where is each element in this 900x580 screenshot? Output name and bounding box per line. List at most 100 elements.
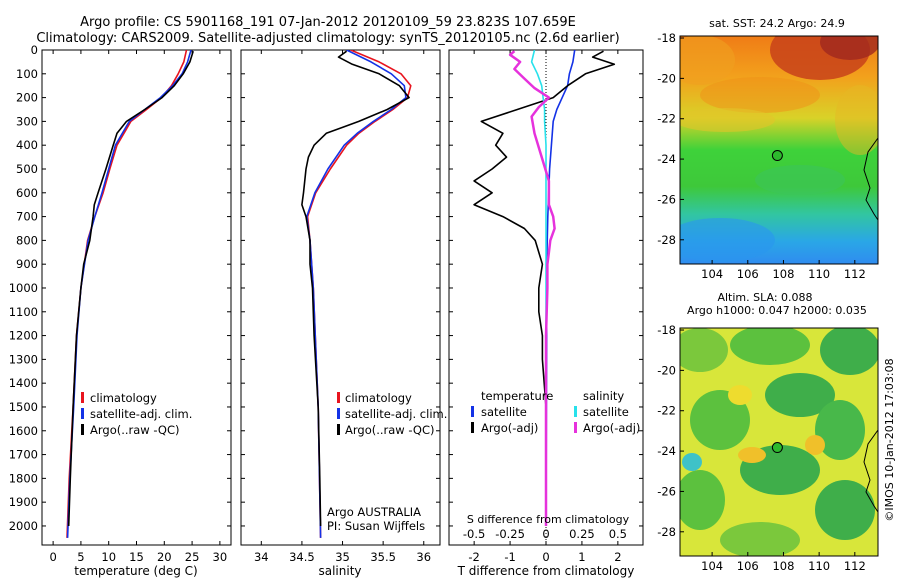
x-tick-label: -1 (504, 550, 515, 564)
y-tick-label: 300 (16, 114, 38, 128)
y-tick-label: 1400 (9, 376, 38, 390)
y-tick-label: 200 (16, 91, 38, 105)
sst-map-title: sat. SST: 24.2 Argo: 24.9 (709, 17, 845, 30)
series-salinity-argo-raw-qc- (301, 50, 410, 527)
x-tick-label: 15 (129, 550, 144, 564)
map-y-tick-label: -20 (657, 71, 676, 85)
map-y-tick-label: -28 (657, 525, 676, 539)
salinity-series-group (301, 50, 412, 538)
y-tick-label: 0 (31, 43, 38, 57)
imos-timestamp: ©IMOS 10-Jan-2012 17:03:08 (883, 358, 896, 521)
y-tick-label: 1900 (9, 495, 38, 509)
x-tick-label: 0 (542, 550, 549, 564)
legend-swatch-satellite (81, 408, 84, 419)
y-tick-label: 1700 (9, 448, 38, 462)
salinity-plot-frame (240, 49, 441, 546)
map-y-tick-label: -24 (657, 152, 676, 166)
t-difference-xlabel: T difference from climatology (457, 564, 635, 578)
map-y-tick-label: -18 (657, 31, 676, 45)
series-difference-salinity-satellite (530, 50, 547, 526)
x-tick-label-top: -0.5 (463, 527, 485, 541)
legend-swatch-satellite (337, 408, 340, 419)
y-tick-label: 600 (16, 186, 38, 200)
map-x-tick-label: 112 (844, 267, 866, 281)
y-tick-label: 800 (16, 233, 38, 247)
float-program-label: Argo AUSTRALIA (327, 505, 421, 519)
map-x-tick-label: 104 (701, 559, 723, 573)
temperature-series-group (66, 50, 194, 538)
x-tick-label: 30 (213, 550, 228, 564)
legend-label-satellite: satellite-adj. clim. (90, 407, 192, 421)
x-tick-label: 35 (335, 550, 350, 564)
map-y-tick-label: -18 (657, 323, 676, 337)
series-salinity-satellite-adj-clim- (305, 50, 407, 538)
temperature-axes: 0100200300400500600700800900100011001200… (9, 43, 231, 564)
x-tick-label: 25 (185, 550, 200, 564)
y-tick-label: 1100 (9, 305, 38, 319)
y-tick-label: 1200 (9, 329, 38, 343)
y-tick-label: 900 (16, 257, 38, 271)
sla-map-title: Altim. SLA: 0.088 (717, 291, 812, 304)
x-tick-label: 1 (578, 550, 585, 564)
legend-label-satellite: satellite-adj. clim. (345, 407, 447, 421)
legend-swatch-s-argo (574, 422, 577, 433)
x-tick-label: 10 (101, 550, 116, 564)
map-y-tick-label: -26 (657, 192, 676, 206)
series-salinity-climatology (306, 50, 412, 538)
y-tick-label: 2000 (9, 519, 38, 533)
coastline-sla (863, 429, 879, 513)
x-tick-label: 34 (254, 550, 269, 564)
legend-label-s-satellite: satellite (583, 405, 629, 419)
x-tick-label-top: 0.25 (569, 527, 595, 541)
legend-swatch-argo (81, 424, 84, 435)
map-y-tick-label: -20 (657, 363, 676, 377)
x-tick-label: 0 (49, 550, 56, 564)
y-tick-label: 1500 (9, 400, 38, 414)
salinity-legend: climatology satellite-adj. clim. Argo(..… (337, 391, 447, 437)
s-difference-xlabel: S difference from climatology (467, 513, 630, 526)
map-x-tick-label: 104 (701, 267, 723, 281)
legend-label-s-argo: Argo(-adj) (583, 421, 640, 435)
legend-label-argo: Argo(..raw -QC) (345, 423, 435, 437)
salinity-axes: 34 34.5 35 35.5 36 (241, 49, 440, 564)
y-tick-label: 400 (16, 138, 38, 152)
legend-swatch-t-satellite (471, 406, 474, 417)
map-y-tick-label: -22 (657, 404, 676, 418)
x-tick-label: 34.5 (289, 550, 315, 564)
difference-legend-salinity: salinity satellite Argo(-adj) (574, 389, 640, 435)
y-tick-label: 1300 (9, 352, 38, 366)
legend-swatch-s-satellite (574, 406, 577, 417)
legend-label-t-argo: Argo(-adj) (481, 421, 538, 435)
x-tick-label-top: 0.5 (609, 527, 627, 541)
map-y-tick-label: -24 (657, 444, 676, 458)
series-temperature-argo-raw-qc- (67, 50, 194, 527)
legend-swatch-climatology (81, 392, 84, 403)
salinity-xlabel: salinity (318, 564, 361, 578)
legend-heading-temperature: temperature (481, 389, 553, 403)
series-difference-temperature-argo-adj- (473, 50, 616, 526)
x-tick-label-top: -0.25 (495, 527, 525, 541)
difference-legend-temperature: temperature satellite Argo(-adj) (471, 389, 553, 435)
y-tick-label: 1800 (9, 471, 38, 485)
x-tick-label: 5 (77, 550, 84, 564)
map-x-tick-label: 106 (737, 267, 759, 281)
header-title: Argo profile: CS 5901168_191 07-Jan-2012… (80, 15, 576, 30)
sla-map-subtitle: Argo h1000: 0.047 h2000: 0.035 (687, 304, 867, 317)
legend-swatch-climatology (337, 392, 340, 403)
x-tick-label: -2 (468, 550, 479, 564)
series-difference-temperature-satellite (545, 50, 576, 527)
legend-label-climatology: climatology (345, 391, 412, 405)
difference-series-group (473, 50, 616, 527)
map-x-tick-label: 108 (772, 559, 794, 573)
legend-label-argo: Argo(..raw -QC) (90, 423, 180, 437)
temperature-xlabel: temperature (deg C) (74, 564, 197, 578)
legend-label-t-satellite: satellite (481, 405, 527, 419)
legend-swatch-argo (337, 424, 340, 435)
series-temperature-climatology (66, 50, 188, 538)
sst-heatmap (680, 36, 878, 264)
float-marker-sla (771, 442, 783, 454)
y-tick-label: 700 (16, 210, 38, 224)
float-marker-sst (771, 150, 783, 162)
float-pi-label: PI: Susan Wijffels (327, 519, 425, 533)
